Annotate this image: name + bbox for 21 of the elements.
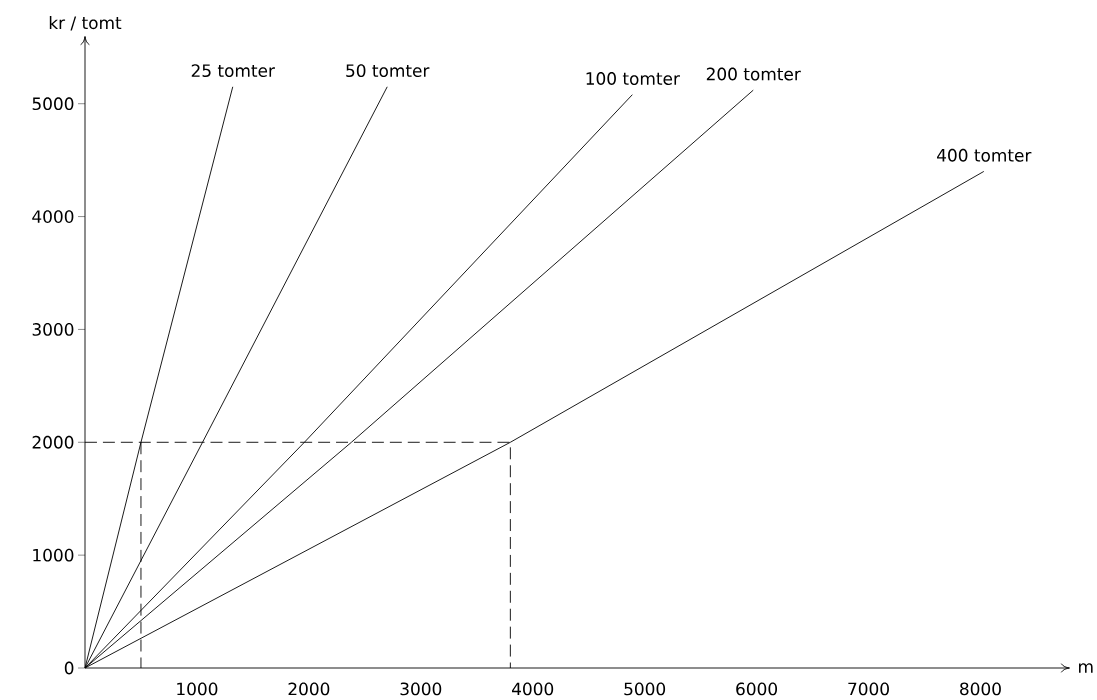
x-tick-label: 8000 xyxy=(960,682,1001,696)
y-tick-label: 1000 xyxy=(33,548,74,562)
x-tick-label: 1000 xyxy=(177,682,218,696)
series-label: 400 tomter xyxy=(937,148,1032,162)
x-tick-label: 7000 xyxy=(848,682,889,696)
x-tick-label: 2000 xyxy=(288,682,330,696)
x-tick-label: 3000 xyxy=(400,682,442,696)
series-label: 50 tomter xyxy=(346,64,430,78)
y-tick-label: 0 xyxy=(64,661,74,675)
y-tick-label: 4000 xyxy=(32,210,74,223)
y-tick-label: 3000 xyxy=(32,323,74,336)
series-label: 200 tomter xyxy=(706,67,801,81)
x-tick-label: 5000 xyxy=(624,682,666,696)
y-axis-title: kr / tomt xyxy=(49,16,122,31)
x-tick-label: 6000 xyxy=(736,682,778,696)
series-label: 100 tomter xyxy=(586,72,680,85)
x-tick-label: 4000 xyxy=(512,682,554,696)
x-axis-title: m xyxy=(1079,663,1093,673)
series-label: 25 tomter xyxy=(191,64,275,78)
y-tick-label: 5000 xyxy=(32,97,74,111)
y-tick-label: 2000 xyxy=(32,435,74,449)
